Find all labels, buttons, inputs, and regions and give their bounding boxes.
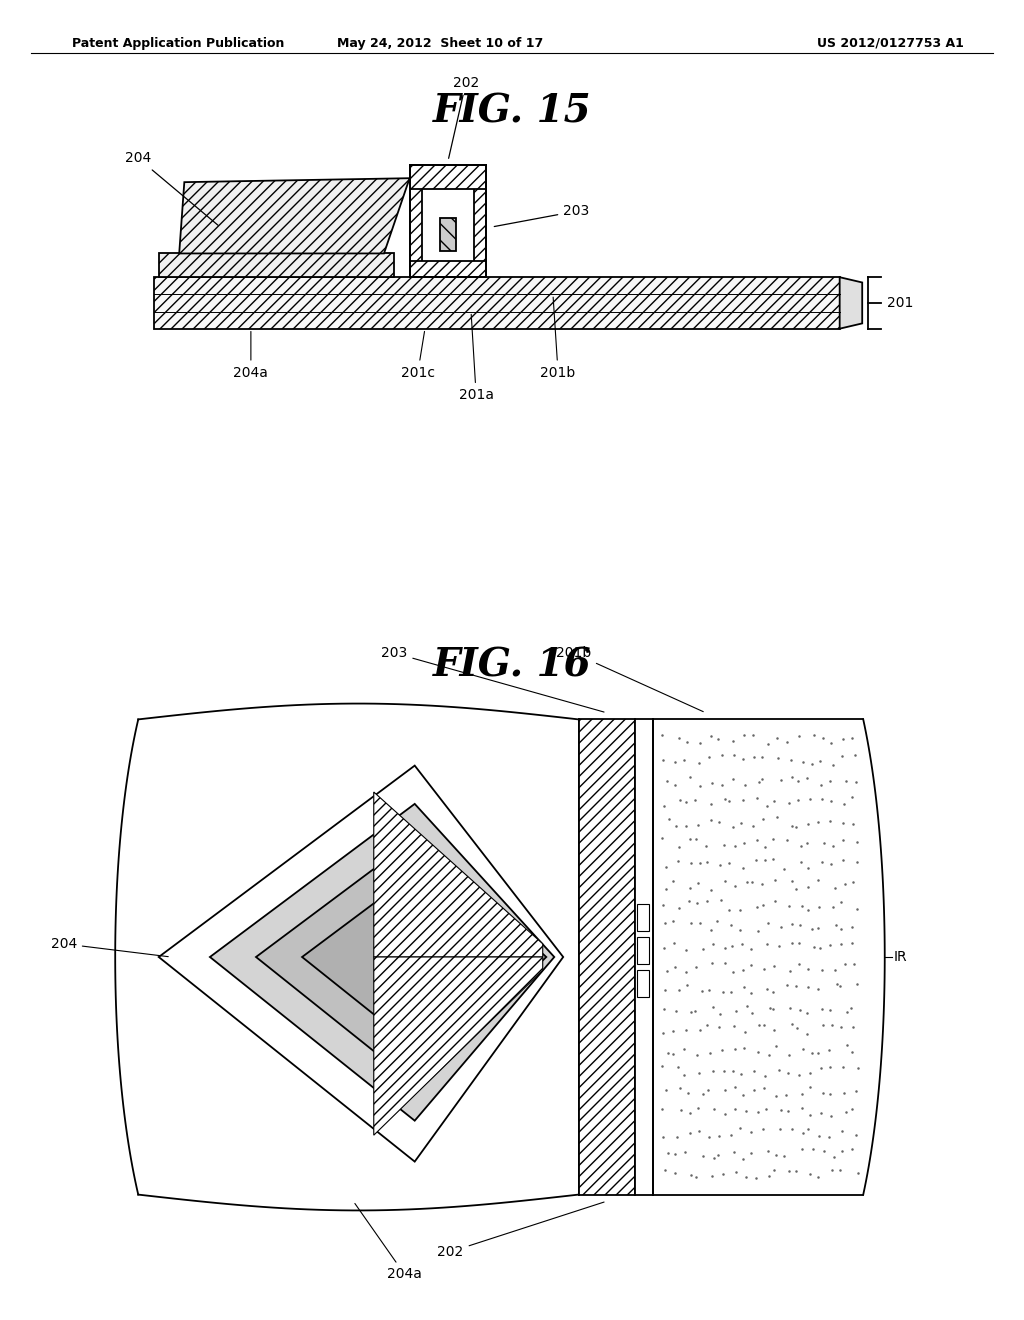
Bar [637, 904, 649, 931]
Bar [637, 937, 649, 964]
Bar [474, 165, 486, 277]
Polygon shape [159, 253, 394, 277]
Text: 202: 202 [449, 75, 479, 158]
Text: US 2012/0127753 A1: US 2012/0127753 A1 [817, 37, 965, 50]
Polygon shape [159, 766, 563, 1162]
Text: 204a: 204a [355, 1204, 422, 1282]
Text: FIG. 15: FIG. 15 [433, 92, 591, 131]
Bar [637, 970, 649, 997]
Bar [410, 165, 422, 277]
Polygon shape [116, 704, 579, 1210]
Text: IR: IR [894, 950, 907, 964]
Text: FIG. 16: FIG. 16 [433, 647, 591, 685]
Polygon shape [210, 804, 554, 1121]
Text: May 24, 2012  Sheet 10 of 17: May 24, 2012 Sheet 10 of 17 [337, 37, 544, 50]
Text: 204: 204 [50, 937, 168, 957]
Bar [410, 165, 486, 277]
Polygon shape [374, 957, 543, 1135]
Bar [579, 719, 635, 1195]
Text: 201c: 201c [400, 331, 435, 380]
Text: 201b: 201b [556, 645, 703, 711]
Text: 201: 201 [887, 296, 913, 310]
Text: 204a: 204a [233, 331, 268, 380]
Text: 203: 203 [495, 205, 590, 227]
Bar [635, 719, 653, 1195]
Polygon shape [256, 838, 546, 1084]
Text: 203: 203 [381, 645, 604, 711]
Text: 202: 202 [437, 1203, 604, 1259]
Bar [410, 165, 486, 277]
Text: 201a: 201a [459, 314, 494, 403]
Polygon shape [179, 178, 410, 253]
Polygon shape [374, 792, 543, 957]
Polygon shape [653, 719, 885, 1195]
Bar [410, 165, 486, 189]
Text: 204: 204 [125, 152, 218, 226]
Bar [154, 277, 840, 329]
Text: 201b: 201b [541, 297, 575, 380]
Text: Patent Application Publication: Patent Application Publication [72, 37, 284, 50]
Polygon shape [302, 873, 539, 1047]
Polygon shape [840, 277, 862, 329]
Bar [410, 261, 486, 277]
Bar [440, 218, 457, 251]
